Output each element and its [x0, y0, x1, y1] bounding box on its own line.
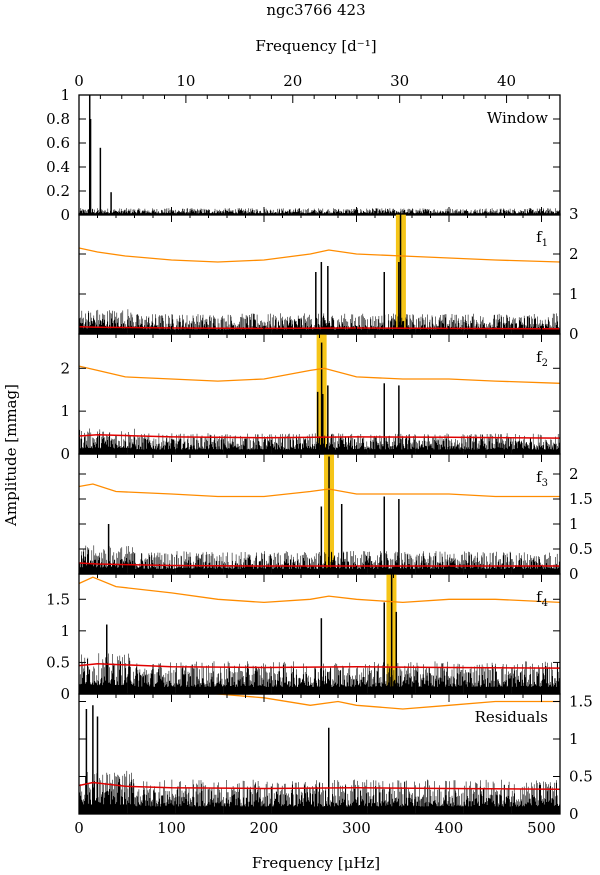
panel-label: Residuals: [475, 708, 548, 726]
y-tick-label: 1: [60, 622, 70, 640]
panel-label: f1: [536, 228, 548, 249]
noise-curve: [79, 662, 560, 669]
y-axis-label: Amplitude [mmag]: [2, 384, 20, 527]
threshold-curve: [79, 365, 560, 384]
x-tick-label: 300: [342, 819, 371, 837]
threshold-curve: [79, 483, 560, 498]
panel-label-subscript: 1: [542, 238, 548, 249]
y-tick-label: 2: [569, 245, 579, 263]
y-tick-label: 0: [60, 206, 70, 224]
x-tick-label: 400: [435, 819, 464, 837]
top-axis-tick-label: 40: [497, 72, 516, 90]
amplitude-spectrum: [79, 214, 560, 334]
noise-curve: [79, 781, 560, 791]
y-tick-label: 0: [60, 685, 70, 703]
panel-label-subscript: 3: [542, 478, 548, 489]
y-tick-label: 2: [60, 359, 70, 377]
panel-1: 0 0.2 0.4 0.6 0.8 1 Window: [46, 86, 561, 224]
y-tick-label: 0: [569, 805, 579, 823]
noise-curve: [79, 433, 560, 439]
top-axis-tick-label: 10: [176, 72, 195, 90]
y-tick-label: 1: [569, 730, 579, 748]
threshold-curve: [79, 576, 560, 604]
panel-label: f4: [536, 588, 548, 609]
y-tick-label: 0: [569, 565, 579, 583]
spectrum-lines: [79, 770, 560, 814]
panel-2: 0 1 2 3 f1: [78, 205, 579, 343]
y-tick-label: 1: [569, 515, 579, 533]
y-tick-label: 0.5: [569, 768, 593, 786]
y-tick-label: 0.5: [46, 653, 70, 671]
panel-label-subscript: 4: [542, 598, 548, 609]
figure-title: ngc3766 423: [266, 1, 365, 19]
y-tick-label: 0.2: [46, 182, 70, 200]
panel-label: f2: [536, 348, 548, 369]
panel-label: Window: [487, 109, 548, 127]
spectrum-lines: [79, 545, 560, 574]
panel-5: 0 0.5 1 1.5 f4: [46, 573, 561, 703]
panel-frame: [78, 213, 561, 335]
spectrum-lines: [79, 653, 560, 694]
y-tick-label: 1: [60, 86, 70, 104]
x-tick-label: 500: [527, 819, 556, 837]
y-tick-label: 0.5: [569, 540, 593, 558]
y-tick-label: 1.5: [569, 490, 593, 508]
x-tick-label: 200: [250, 819, 279, 837]
y-tick-label: 0.4: [46, 158, 70, 176]
panels-group: 00.20.40.60.81Window0123f1012f200.511.52…: [46, 72, 593, 837]
y-tick-label: 2: [569, 465, 579, 483]
top-axis-tick-label: 0: [74, 72, 84, 90]
y-tick-label: 1.5: [569, 693, 593, 711]
y-tick-label: 3: [569, 205, 579, 223]
top-axis-tick-label: 20: [283, 72, 302, 90]
top-axis-label: Frequency [d⁻¹]: [255, 37, 376, 55]
threshold-curve: [79, 247, 560, 263]
y-tick-label: 0: [569, 325, 579, 343]
amplitude-spectrum: [79, 694, 560, 814]
y-tick-label: 1: [569, 285, 579, 303]
amplitude-spectrum: [79, 574, 560, 694]
threshold-curve: [209, 694, 560, 710]
y-tick-label: 0: [60, 445, 70, 463]
x-tick-label: 100: [157, 819, 186, 837]
x-tick-label: 0: [74, 819, 84, 837]
amplitude-spectrum: [79, 456, 560, 574]
panel-6: 0 0.5 1 1.5 Residuals: [78, 693, 593, 823]
panel-label: f3: [536, 468, 548, 489]
amplitude-spectrum: [79, 342, 560, 454]
y-tick-label: 0.6: [46, 134, 70, 152]
y-tick-label: 0.8: [46, 110, 70, 128]
panel-4: 0 0.5 1 1.5 2 f3: [78, 453, 593, 583]
top-axis-tick-label: 30: [390, 72, 409, 90]
y-tick-label: 1.5: [46, 590, 70, 608]
y-tick-label: 1: [60, 402, 70, 420]
panel-label-subscript: 2: [542, 358, 548, 369]
x-axis-label: Frequency [μHz]: [252, 854, 380, 872]
